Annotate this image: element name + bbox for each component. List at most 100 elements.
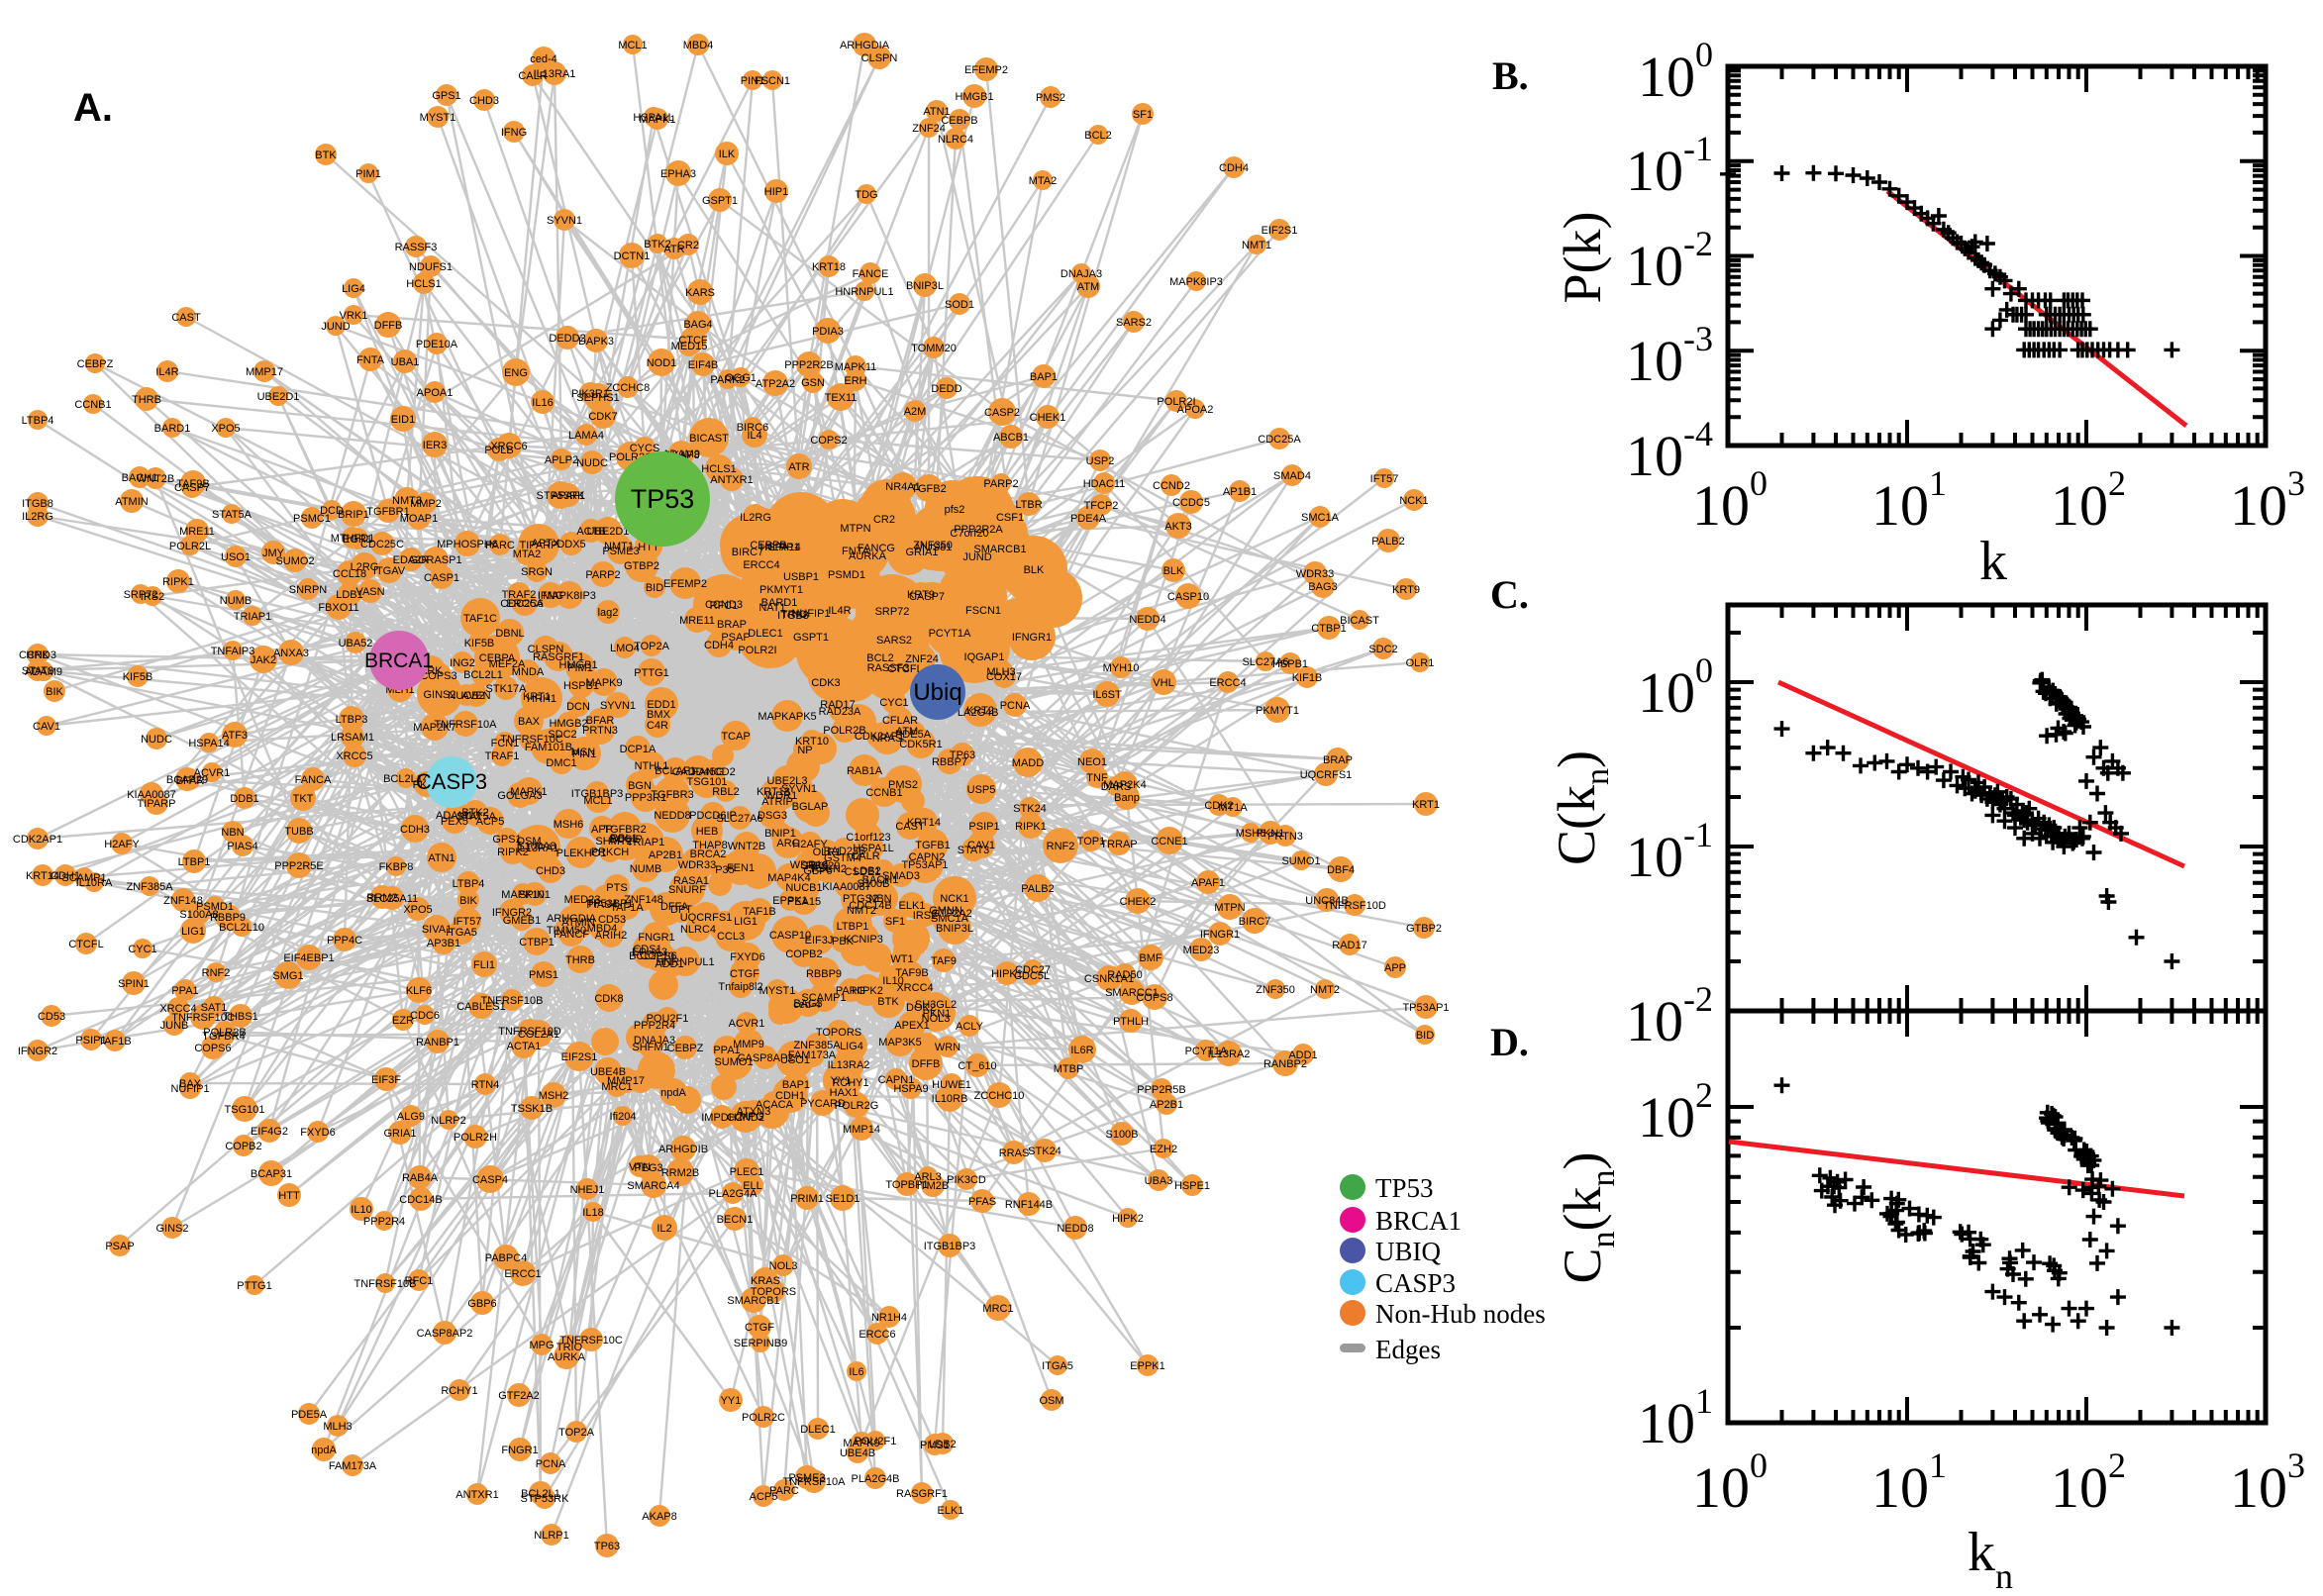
svg-text:RASGRF1: RASGRF1 — [896, 1488, 948, 1500]
svg-text:APEX1: APEX1 — [894, 1020, 929, 1032]
svg-text:DLEC1: DLEC1 — [800, 1424, 835, 1436]
svg-text:BIRC7: BIRC7 — [732, 547, 763, 558]
svg-text:FNTA: FNTA — [356, 354, 385, 366]
svg-text:IFNGR1: IFNGR1 — [1200, 929, 1240, 941]
svg-text:ADAM9: ADAM9 — [25, 666, 62, 678]
svg-text:BGN: BGN — [628, 780, 652, 792]
svg-text:ATMIN: ATMIN — [115, 496, 148, 508]
svg-text:ITGB8: ITGB8 — [777, 610, 809, 622]
svg-text:USO1: USO1 — [221, 551, 251, 563]
svg-text:BCL2L1: BCL2L1 — [463, 669, 503, 681]
svg-text:BICAST: BICAST — [689, 433, 729, 445]
svg-text:MLH3: MLH3 — [986, 666, 1015, 678]
svg-text:FNGR1: FNGR1 — [501, 1445, 538, 1456]
svg-text:PDE10A: PDE10A — [416, 339, 458, 350]
svg-text:CDK5R1: CDK5R1 — [899, 739, 942, 750]
svg-text:NOL3: NOL3 — [769, 1260, 798, 1272]
svg-text:PPA1: PPA1 — [713, 1045, 740, 1056]
svg-text:ZCCHC8: ZCCHC8 — [606, 382, 651, 394]
svg-text:ANXA3: ANXA3 — [273, 648, 309, 659]
svg-text:HDAC11: HDAC11 — [1083, 478, 1126, 490]
svg-text:APAF1: APAF1 — [1191, 877, 1225, 889]
svg-text:GSPT1: GSPT1 — [793, 632, 829, 644]
svg-text:NCK1: NCK1 — [940, 893, 968, 905]
svg-text:PCYT1A: PCYT1A — [929, 628, 971, 640]
svg-text:HSPB1: HSPB1 — [1272, 658, 1308, 670]
svg-text:USBP1: USBP1 — [783, 571, 819, 583]
svg-text:MRC1: MRC1 — [601, 1081, 632, 1093]
svg-text:HMGB2: HMGB2 — [549, 718, 587, 730]
svg-text:DBNL: DBNL — [495, 628, 524, 640]
svg-text:FANCD2: FANCD2 — [692, 766, 735, 778]
svg-text:CDC25A: CDC25A — [500, 598, 544, 610]
svg-text:HMGB1: HMGB1 — [955, 91, 993, 103]
svg-text:BAP1: BAP1 — [782, 1079, 810, 1091]
svg-text:NUDC: NUDC — [141, 734, 172, 746]
svg-text:STAT3: STAT3 — [958, 845, 990, 856]
svg-text:BICAST: BICAST — [1340, 615, 1379, 627]
svg-text:npdA: npdA — [660, 1087, 686, 1099]
svg-text:KRT18: KRT18 — [812, 261, 846, 273]
svg-text:CEBPZ: CEBPZ — [667, 1043, 704, 1054]
svg-text:PARG: PARG — [836, 985, 865, 997]
svg-text:MTBP: MTBP — [1054, 1063, 1084, 1075]
svg-text:SF1: SF1 — [1133, 109, 1153, 121]
svg-text:PDIA3: PDIA3 — [812, 326, 844, 338]
svg-text:PSME3: PSME3 — [788, 1472, 825, 1484]
svg-text:TGFB1: TGFB1 — [915, 840, 950, 851]
svg-text:PALB2: PALB2 — [1371, 536, 1404, 548]
svg-text:GTF2A2: GTF2A2 — [498, 1390, 540, 1402]
svg-text:NMT2: NMT2 — [847, 905, 876, 917]
svg-text:PTTG1: PTTG1 — [237, 1280, 271, 1292]
svg-text:BRAP: BRAP — [717, 619, 747, 631]
svg-text:PABPC4: PABPC4 — [485, 1252, 528, 1264]
svg-text:POLR2I: POLR2I — [1157, 396, 1195, 408]
svg-text:BAX: BAX — [179, 1078, 202, 1090]
svg-text:ATM: ATM — [896, 726, 918, 738]
svg-text:FAM101B: FAM101B — [525, 742, 572, 753]
svg-text:NR4A1: NR4A1 — [885, 481, 920, 493]
svg-text:UBE2D1: UBE2D1 — [257, 391, 300, 403]
svg-text:TAF9: TAF9 — [931, 955, 957, 967]
svg-text:ATR: ATR — [788, 461, 809, 473]
svg-text:JUND: JUND — [321, 321, 350, 333]
svg-text:DCP1A: DCP1A — [620, 744, 656, 755]
svg-text:PSIP1: PSIP1 — [968, 821, 999, 833]
svg-text:NEDD8: NEDD8 — [1057, 1223, 1093, 1235]
svg-text:WT1: WT1 — [890, 953, 913, 965]
svg-text:LAMA4: LAMA4 — [568, 430, 604, 442]
svg-text:NP: NP — [797, 745, 812, 756]
svg-text:BIK: BIK — [459, 895, 477, 907]
svg-text:PPP2R5B: PPP2R5B — [1137, 1084, 1186, 1096]
svg-text:MRC1: MRC1 — [982, 1303, 1013, 1315]
svg-text:FANCE: FANCE — [853, 268, 889, 280]
svg-text:JMY: JMY — [262, 548, 285, 559]
svg-text:FNGR1: FNGR1 — [638, 932, 674, 944]
svg-text:TP63: TP63 — [594, 1541, 620, 1552]
svg-text:LIG4: LIG4 — [342, 283, 365, 295]
svg-text:EPHA3: EPHA3 — [632, 947, 667, 958]
svg-text:HIP1: HIP1 — [764, 186, 788, 198]
svg-text:RAD23A: RAD23A — [819, 706, 861, 718]
svg-text:TFCP2: TFCP2 — [1084, 500, 1119, 512]
svg-text:ACACA: ACACA — [756, 1099, 794, 1111]
svg-text:PSIP1: PSIP1 — [75, 1035, 106, 1047]
svg-text:CTGF: CTGF — [745, 1322, 774, 1334]
svg-text:IL13RA2: IL13RA2 — [1208, 1048, 1251, 1060]
svg-text:FBXO11: FBXO11 — [318, 602, 358, 614]
svg-text:PEX5: PEX5 — [441, 816, 468, 828]
svg-text:MAPK9: MAPK9 — [843, 1438, 879, 1449]
svg-text:NLRP1: NLRP1 — [534, 1530, 568, 1542]
svg-text:ANTXR1: ANTXR1 — [455, 1489, 498, 1501]
svg-text:TSSK1B: TSSK1B — [511, 1103, 553, 1115]
svg-text:IL2RG: IL2RG — [740, 512, 771, 524]
svg-text:IL4: IL4 — [747, 430, 761, 442]
svg-text:MOAP1: MOAP1 — [400, 513, 439, 525]
svg-text:SUMO1: SUMO1 — [714, 1056, 753, 1068]
svg-text:PKN1: PKN1 — [923, 1008, 952, 1020]
svg-text:C(kn): C(kn) — [1547, 750, 1616, 865]
svg-text:C4R: C4R — [647, 720, 668, 732]
svg-text:MTPN: MTPN — [1214, 902, 1245, 914]
svg-text:PSAP: PSAP — [721, 632, 750, 644]
svg-text:APOA1: APOA1 — [417, 387, 454, 399]
